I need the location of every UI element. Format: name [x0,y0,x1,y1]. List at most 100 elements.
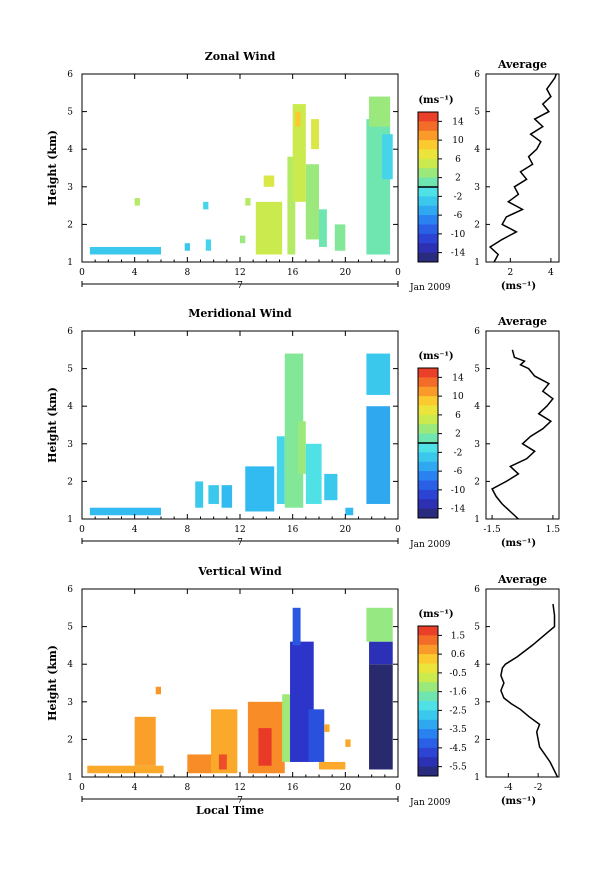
panel-2-cell [366,406,391,504]
panel-3-colorbar-segment [418,701,438,711]
panel-3-cell [87,765,164,774]
panel-1-frame [81,73,399,263]
panel-3-cell [308,709,325,762]
panel-1-colorbar-segment [418,233,438,244]
panel-2-ytick-label: 3 [67,440,73,450]
panel-2-xtick-label: 4 [132,525,138,535]
panel-2-colorbar-unit: (ms⁻¹) [418,351,453,362]
panel-2-ytick-label: 5 [67,365,73,375]
panel-3-profile-ytick-label: 2 [474,735,480,745]
panel-1-colorbar-segment [418,121,438,132]
panel-1-cell [319,209,327,247]
panel-2-cell [89,507,161,516]
panel-3-profile-ytick-label: 1 [474,773,480,783]
panel-3-colorbar-label: -4.5 [449,744,467,754]
panel-2-cell [245,466,275,512]
panel-1-profile-xtick-label: 4 [548,268,554,278]
panel-1-profile-xtick-label: 2 [507,268,513,278]
panel-1-title: Zonal Wind [205,50,276,63]
panel-2-colorbar-segment [418,499,438,510]
panel-2-xtick-label: 16 [287,525,299,535]
panel-1-cell [245,198,251,206]
panel-1-cell [305,164,319,240]
panel-1-cell [263,175,275,187]
panel-3-colorbar-unit: (ms⁻¹) [418,609,453,620]
panel-2-colorbar-label: 14 [452,373,464,383]
panel-3-ylabel: Height (km) [46,645,59,721]
panel-1-colorbar-segment [418,252,438,263]
panel-1-cell [287,156,296,255]
panel-3-colorbar-segment [418,719,438,730]
panel-2-colorbar-segment [418,433,438,444]
panel-2-cell [208,485,219,504]
panel-3-colorbar-label: -3.5 [449,725,467,735]
panel-1-profile-unit: (ms⁻¹) [501,281,536,292]
panel-1-profile-ytick-label: 4 [474,145,480,155]
panel-2-profile-ytick-label: 5 [474,365,480,375]
panel-1-colorbar-segment [418,196,438,207]
panel-3-colorbar-frame [417,625,439,777]
panel-1-profile-ytick-label: 2 [474,220,480,230]
panel-3-ytick-label: 6 [67,585,73,595]
panel-2-ytick-label: 2 [67,477,73,487]
panel-1-cell [89,246,161,255]
panel-1-profile-ytick-label: 1 [474,258,480,268]
panel-2-colorbar-segment [418,405,438,416]
panel-3-colorbar-segment [418,766,438,777]
panel-3-cell [319,761,346,770]
panel-1-xtick-label: 0 [79,268,85,278]
panel-2-cell [297,421,306,474]
panel-1-cell [184,243,190,251]
panel-3-colorbar-segment [418,663,438,674]
panel-2-day-marker: 7 [237,538,243,548]
panel-1-xtick-label: 12 [234,268,245,278]
panel-3-xtick-label: 16 [287,783,299,793]
panel-2-profile-title: Average [497,315,547,328]
panel-2-colorbar-segment [418,508,438,519]
panel-2-profile-ytick-label: 3 [474,440,480,450]
panel-3-ytick-label: 1 [67,773,73,783]
panel-1-ytick-label: 1 [67,258,73,268]
panel-1-colorbar-segment [418,140,438,150]
panel-3-profile-xtick-label: -2 [534,783,543,793]
panel-2-colorbar-label: -14 [451,505,466,515]
panel-3-ytick-label: 3 [67,698,73,708]
panel-3-colorbar-segment [418,654,438,664]
panel-2-ytick-label: 1 [67,515,73,525]
panel-3-ytick-label: 2 [67,735,73,745]
panel-2-xtick-label: 0 [395,525,401,535]
panel-3-colorbar-label: -1.6 [449,688,467,698]
panel-2-colorbar-label: 10 [452,392,464,402]
panel-1-profile-line [488,74,558,262]
panel-3-ytick-label: 4 [67,660,73,670]
panel-3-xtick-label: 20 [340,783,352,793]
panel-3-xtick-label: 0 [395,783,401,793]
panel-1-ytick-label: 6 [67,70,73,80]
panel-1-colorbar-label: -10 [451,230,466,240]
panel-3-cell [369,641,393,665]
panel-2-colorbar-segment [418,471,438,481]
panel-1-colorbar-segment [418,112,438,122]
panel-2-profile-xtick-label: 1.5 [546,525,561,535]
panel-1-cell [292,104,306,202]
panel-3-cell [290,641,314,762]
panel-1-xtick-label: 8 [184,268,190,278]
panel-1-colorbar-segment [418,158,438,169]
panel-2-date-label: Jan 2009 [409,540,451,550]
panel-2-profile-xtick-label: -1.5 [483,525,501,535]
panel-1-date-label: Jan 2009 [409,283,451,293]
panel-3-colorbar-label: 1.5 [451,631,466,641]
panel-2-title: Meridional Wind [188,307,292,320]
panel-2-colorbar-label: 6 [455,411,461,421]
panel-3-colorbar-segment [418,626,438,636]
panel-1-cell [134,198,140,206]
panel-2-profile-line [491,349,554,519]
panel-3-xtick-label: 0 [79,783,85,793]
panel-1-ytick-label: 2 [67,220,73,230]
panel-3-xtick-label: 4 [132,783,138,793]
panel-2-colorbar-segment [418,368,438,378]
